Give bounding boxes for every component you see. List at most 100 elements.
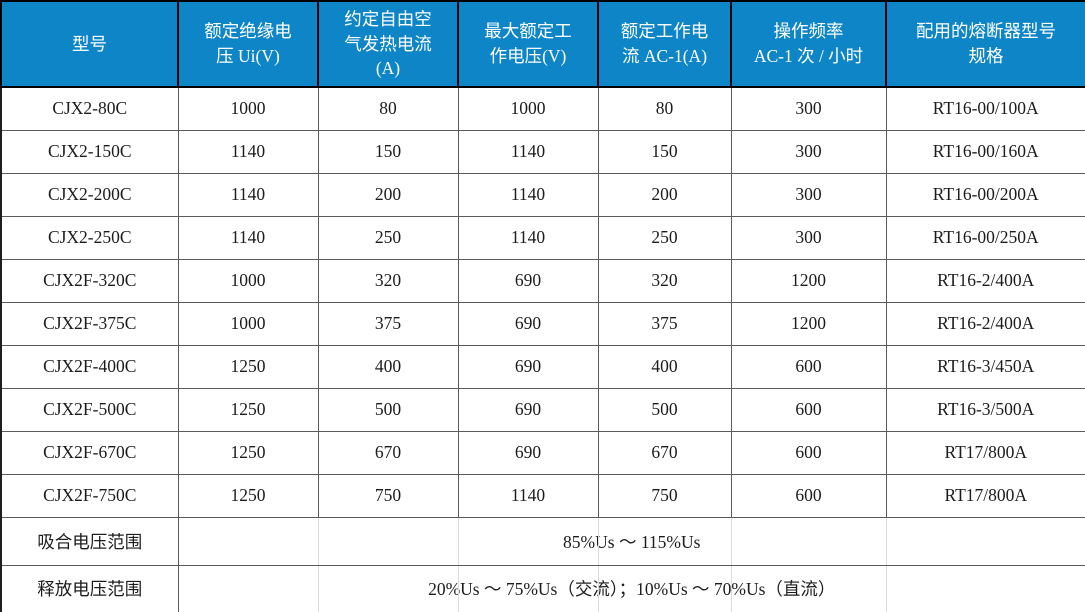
value-cell: RT17/800A xyxy=(885,473,1085,518)
value-cell: 600 xyxy=(730,473,887,518)
value-cell: 690 xyxy=(457,258,599,303)
value-cell: 80 xyxy=(597,86,732,131)
model-cell: CJX2F-500C xyxy=(0,387,179,432)
value-cell: 400 xyxy=(317,344,459,389)
value-cell: 1250 xyxy=(177,344,319,389)
value-cell: 690 xyxy=(457,344,599,389)
model-cell: CJX2F-375C xyxy=(0,301,179,346)
value-cell: 320 xyxy=(317,258,459,303)
column-header-6: 操作频率 AC-1 次 / 小时 xyxy=(730,0,887,88)
value-cell: 1200 xyxy=(730,258,887,303)
table-row: CJX2F-320C 1000 320 690 320 1200 RT16-2/400A xyxy=(0,258,1085,303)
value-cell: RT16-00/100A xyxy=(885,86,1085,131)
residual-grid-line xyxy=(457,518,459,564)
value-cell: 600 xyxy=(730,344,887,389)
value-cell: 400 xyxy=(597,344,732,389)
value-cell: 300 xyxy=(730,172,887,217)
value-cell: 500 xyxy=(597,387,732,432)
value-cell: 1000 xyxy=(177,258,319,303)
value-cell: 150 xyxy=(317,129,459,174)
footer-row: 释放电压范围 20%Us ～ 75%Us（交流）；10%Us ～ 70%Us（直流… xyxy=(0,564,1085,612)
value-cell: 1140 xyxy=(177,129,319,174)
value-cell: 375 xyxy=(317,301,459,346)
value-cell: 320 xyxy=(597,258,732,303)
value-cell: 200 xyxy=(597,172,732,217)
value-cell: 1000 xyxy=(457,86,599,131)
value-cell: 80 xyxy=(317,86,459,131)
value-cell: 200 xyxy=(317,172,459,217)
header-row: 型号 额定绝缘电 压 Ui(V) 约定自由空 气发热电流 (A) 最大额定工 作电压(… xyxy=(0,0,1085,88)
value-cell: 300 xyxy=(730,86,887,131)
table-row: CJX2F-750C 1250 750 1140 750 600 RT17/800A xyxy=(0,473,1085,518)
value-cell: 1140 xyxy=(457,473,599,518)
residual-grid-line xyxy=(885,518,887,564)
value-cell: 600 xyxy=(730,430,887,475)
value-cell: 250 xyxy=(597,215,732,260)
value-cell: 690 xyxy=(457,387,599,432)
model-cell: CJX2F-320C xyxy=(0,258,179,303)
value-cell: RT16-00/250A xyxy=(885,215,1085,260)
residual-grid-line xyxy=(730,518,732,564)
table-row: CJX2-250C 1140 250 1140 250 300 RT16-00/250A xyxy=(0,215,1085,260)
value-cell: RT16-2/400A xyxy=(885,258,1085,303)
footer-value-text: 20%Us ～ 75%Us（交流）；10%Us ～ 70%Us（直流） xyxy=(428,579,836,600)
table-row: CJX2-80C 1000 80 1000 80 300 RT16-00/100A xyxy=(0,86,1085,131)
value-cell: 1140 xyxy=(177,215,319,260)
model-cell: CJX2-200C xyxy=(0,172,179,217)
value-cell: 690 xyxy=(457,301,599,346)
footer-label: 吸合电压范围 xyxy=(0,516,179,566)
residual-grid-line xyxy=(317,518,319,564)
value-cell: 1140 xyxy=(457,215,599,260)
value-cell: 1250 xyxy=(177,430,319,475)
residual-grid-line xyxy=(885,566,887,612)
column-header-3: 约定自由空 气发热电流 (A) xyxy=(317,0,459,88)
value-cell: 670 xyxy=(317,430,459,475)
model-cell: CJX2F-750C xyxy=(0,473,179,518)
value-cell: 375 xyxy=(597,301,732,346)
footer-row: 吸合电压范围 85%Us ～ 115%Us xyxy=(0,516,1085,566)
value-cell: 1000 xyxy=(177,301,319,346)
value-cell: 150 xyxy=(597,129,732,174)
value-cell: 600 xyxy=(730,387,887,432)
model-cell: CJX2-80C xyxy=(0,86,179,131)
value-cell: 1140 xyxy=(177,172,319,217)
value-cell: 500 xyxy=(317,387,459,432)
table-row: CJX2F-375C 1000 375 690 375 1200 RT16-2/400A xyxy=(0,301,1085,346)
footer-value: 20%Us ～ 75%Us（交流）；10%Us ～ 70%Us（直流） xyxy=(177,564,1085,612)
value-cell: RT17/800A xyxy=(885,430,1085,475)
footer-value: 85%Us ～ 115%Us xyxy=(177,516,1085,566)
model-cell: CJX2-250C xyxy=(0,215,179,260)
table-row: CJX2-200C 1140 200 1140 200 300 RT16-00/200A xyxy=(0,172,1085,217)
column-header-1: 型号 xyxy=(0,0,179,88)
residual-grid-line xyxy=(317,566,319,612)
value-cell: 1140 xyxy=(457,172,599,217)
value-cell: 1250 xyxy=(177,473,319,518)
column-header-5: 额定工作电 流 AC-1(A) xyxy=(597,0,732,88)
column-header-7: 配用的熔断器型号 规格 xyxy=(885,0,1085,88)
value-cell: 250 xyxy=(317,215,459,260)
model-cell: CJX2F-670C xyxy=(0,430,179,475)
value-cell: RT16-3/500A xyxy=(885,387,1085,432)
table-row: CJX2F-670C 1250 670 690 670 600 RT17/800A xyxy=(0,430,1085,475)
table-row: CJX2F-500C 1250 500 690 500 600 RT16-3/500A xyxy=(0,387,1085,432)
footer-label: 释放电压范围 xyxy=(0,564,179,612)
footer-value-text: 85%Us ～ 115%Us xyxy=(563,531,701,552)
value-cell: 1200 xyxy=(730,301,887,346)
column-header-2: 额定绝缘电 压 Ui(V) xyxy=(177,0,319,88)
table-row: CJX2F-400C 1250 400 690 400 600 RT16-3/450A xyxy=(0,344,1085,389)
value-cell: 670 xyxy=(597,430,732,475)
value-cell: 1140 xyxy=(457,129,599,174)
value-cell: 750 xyxy=(317,473,459,518)
table-row: CJX2-150C 1140 150 1140 150 300 RT16-00/160A xyxy=(0,129,1085,174)
value-cell: 750 xyxy=(597,473,732,518)
value-cell: 300 xyxy=(730,129,887,174)
value-cell: RT16-00/160A xyxy=(885,129,1085,174)
value-cell: RT16-2/400A xyxy=(885,301,1085,346)
value-cell: 690 xyxy=(457,430,599,475)
value-cell: 300 xyxy=(730,215,887,260)
model-cell: CJX2-150C xyxy=(0,129,179,174)
column-header-4: 最大额定工 作电压(V) xyxy=(457,0,599,88)
value-cell: 1000 xyxy=(177,86,319,131)
